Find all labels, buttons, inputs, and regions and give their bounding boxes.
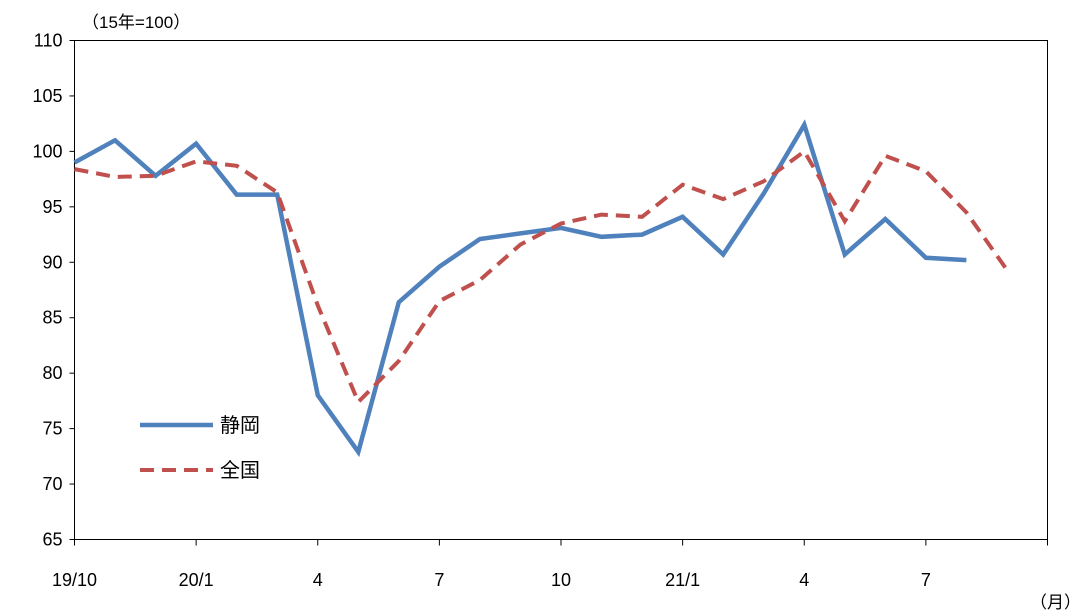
series-line-shizuoka xyxy=(73,119,967,458)
y-axis: 65 70 75 80 85 90 95 100 105 110 xyxy=(32,31,75,550)
x-tick-label: 21/1 xyxy=(665,570,700,590)
y-tick-label: 100 xyxy=(32,141,62,161)
x-tick-label: 7 xyxy=(434,570,444,590)
legend-label: 静岡 xyxy=(220,414,260,437)
x-tick-label: 20/1 xyxy=(179,570,214,590)
y-tick-label: 105 xyxy=(32,86,62,106)
x-tick-label: 4 xyxy=(799,570,809,590)
x-tick-label: 19/10 xyxy=(52,570,97,590)
y-tick-label: 75 xyxy=(42,419,62,439)
x-tick-label: 10 xyxy=(551,570,571,590)
y-tick-label: 70 xyxy=(42,474,62,494)
y-tick-label: 110 xyxy=(34,31,63,51)
x-axis: 19/10 20/1 4 7 10 21/1 4 7 xyxy=(52,539,1048,590)
y-unit-label: （15年=100） xyxy=(82,13,191,32)
x-tick-label: 7 xyxy=(921,570,931,590)
y-tick-label: 65 xyxy=(42,530,62,550)
y-tick-label: 85 xyxy=(42,308,62,328)
y-tick-label: 95 xyxy=(42,197,62,217)
series-layer xyxy=(73,119,1009,458)
x-unit-label: （月） xyxy=(1030,593,1081,612)
plot-area xyxy=(74,40,1048,540)
series-line-national xyxy=(74,148,1009,406)
y-tick-label: 90 xyxy=(42,252,62,272)
x-tick-label: 4 xyxy=(313,570,323,590)
legend-label: 全国 xyxy=(220,459,260,482)
y-tick-label: 80 xyxy=(42,363,62,383)
